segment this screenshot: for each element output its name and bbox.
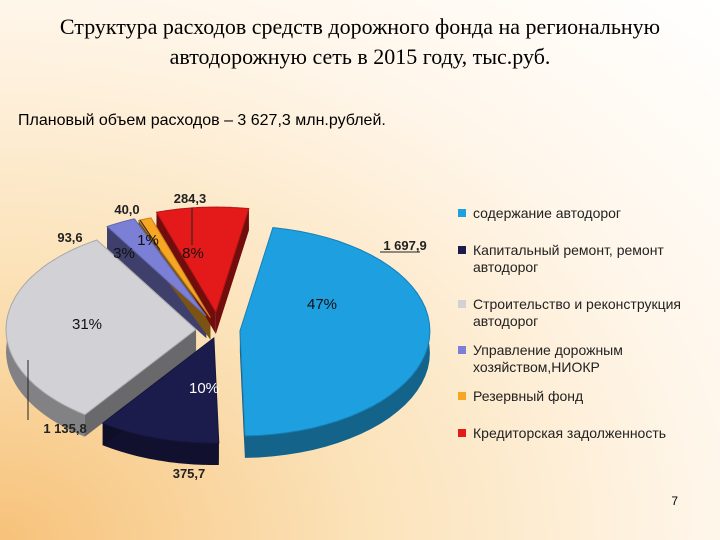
percent-label: 1% <box>137 232 159 249</box>
pie-slice-wall <box>215 208 249 335</box>
legend-item: Капитальный ремонт, ремонт автодорог <box>458 242 720 276</box>
value-label: 1 135,8 <box>43 421 86 436</box>
value-label: 40,0 <box>114 202 139 217</box>
planned-volume-subtitle: Плановый объем расходов – 3 627,3 млн.ру… <box>18 112 386 129</box>
legend-item: Строительство и реконструкция автодорог <box>458 296 720 330</box>
value-label: 375,7 <box>173 466 206 481</box>
legend-swatch <box>458 300 466 308</box>
legend-swatch <box>458 246 466 254</box>
legend-item: Кредиторская задолженность <box>458 425 720 442</box>
pie-slice-2 <box>101 337 220 444</box>
pie-slice-6 <box>155 206 250 314</box>
percent-label: 10% <box>189 380 219 397</box>
percent-label: 31% <box>72 316 102 333</box>
legend-item: Резервный фонд <box>458 388 720 405</box>
pie-slice-wall <box>107 226 207 339</box>
value-label: 93,6 <box>57 230 82 245</box>
pie-slice-side <box>102 423 219 465</box>
value-label: 1 697,9 <box>383 238 426 253</box>
page-number: 7 <box>671 494 678 508</box>
percent-label: 3% <box>113 245 135 262</box>
pie-slice-3 <box>5 239 197 416</box>
percent-label: 8% <box>182 245 204 262</box>
legend-swatch <box>458 346 466 354</box>
legend-item: содержание автодорог <box>458 205 720 222</box>
pie-slice-1 <box>239 227 431 437</box>
legend-label: Капитальный ремонт, ремонт автодорог <box>473 242 664 275</box>
legend-item: Управление дорожным хозяйством,НИОКР <box>458 342 720 376</box>
slide-title: Структура расходов средств дорожного фон… <box>59 14 661 69</box>
legend-label: Кредиторская задолженность <box>473 425 667 441</box>
legend-label: Резервный фонд <box>473 388 584 404</box>
pie-slice-wall <box>84 329 197 437</box>
pie-slice-4 <box>106 218 207 317</box>
legend-label: Строительство и реконструкция автодорог <box>473 296 681 329</box>
pie-slice-side <box>244 227 430 458</box>
percent-label: 47% <box>307 296 337 313</box>
legend-swatch <box>458 429 466 437</box>
legend-label: Управление дорожным хозяйством,НИОКР <box>473 342 623 375</box>
legend-label: содержание автодорог <box>473 205 622 221</box>
legend-swatch <box>458 209 466 217</box>
legend-swatch <box>458 392 466 400</box>
chart-legend: содержание автодорог Капитальный ремонт, … <box>458 205 720 442</box>
leader-line <box>139 219 161 251</box>
value-label: 284,3 <box>174 191 207 206</box>
